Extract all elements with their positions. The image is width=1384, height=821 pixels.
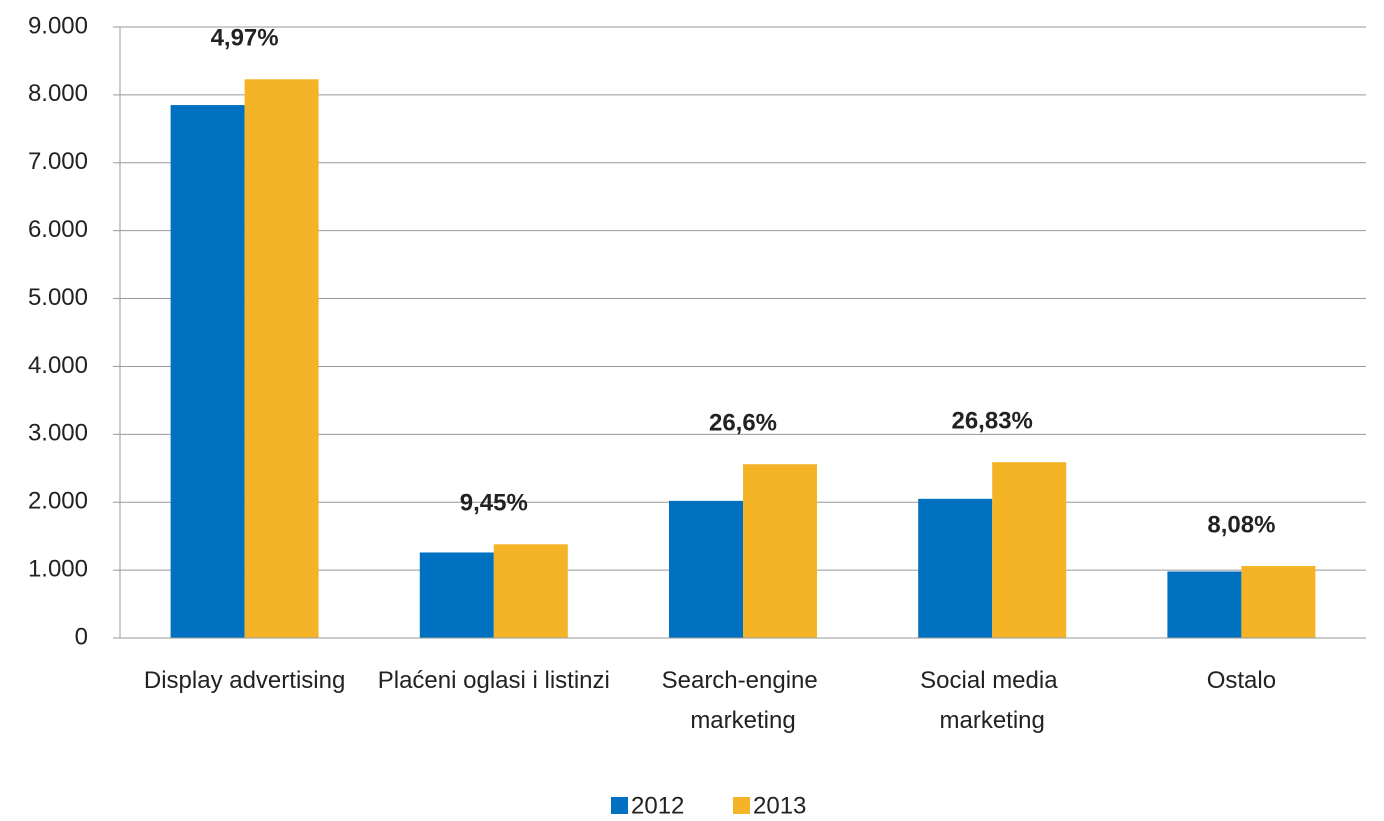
x-tick-label: Search-engine marketing [662, 667, 825, 734]
bar [743, 464, 817, 638]
x-tick-label-line: Plaćeni oglasi i listinzi [378, 667, 610, 694]
y-tick-label: 5.000 [28, 284, 88, 311]
y-tick-label: 6.000 [28, 216, 88, 243]
bar [918, 498, 993, 638]
y-tick-label: 1.000 [28, 555, 88, 582]
y-tick-label: 8.000 [28, 80, 88, 107]
annotation: 26,83% [951, 408, 1032, 435]
x-tick-label-line: Social media [920, 667, 1064, 694]
y-tick-label: 0 [75, 623, 88, 650]
y-tick-label: 9.000 [28, 12, 88, 39]
x-tick-label-line: Search-engine [662, 667, 825, 694]
legend-label: 2012 [631, 792, 684, 819]
x-tick-label-line: marketing [690, 707, 795, 734]
bar [1167, 571, 1242, 638]
bar [992, 462, 1067, 638]
legend-swatch [733, 797, 750, 814]
bar [170, 105, 245, 639]
annotation: 8,08% [1207, 511, 1275, 538]
annotation: 9,45% [460, 490, 528, 517]
legend-label: 2013 [753, 792, 806, 819]
y-tick-label: 7.000 [28, 148, 88, 175]
y-tick-label: 2.000 [28, 488, 88, 515]
x-tick-label-line: marketing [940, 707, 1045, 734]
bar [244, 79, 319, 639]
bar [493, 544, 568, 638]
x-tick-label-line: Ostalo [1207, 667, 1276, 694]
bar [1241, 566, 1316, 638]
annotation: 4,97% [211, 25, 279, 52]
bar [669, 500, 743, 638]
x-tick-label: Plaćeni oglasi i listinzi [378, 667, 610, 694]
x-tick-label: Ostalo [1207, 667, 1276, 694]
x-tick-label: Social media marketing [920, 667, 1064, 734]
x-tick-label-line: Display advertising [144, 667, 345, 694]
annotation: 26,6% [709, 410, 777, 437]
y-tick-label: 3.000 [28, 420, 88, 447]
bar [419, 552, 494, 638]
y-tick-label: 4.000 [28, 352, 88, 379]
x-tick-label: Display advertising [144, 667, 345, 694]
legend-swatch [611, 797, 628, 814]
